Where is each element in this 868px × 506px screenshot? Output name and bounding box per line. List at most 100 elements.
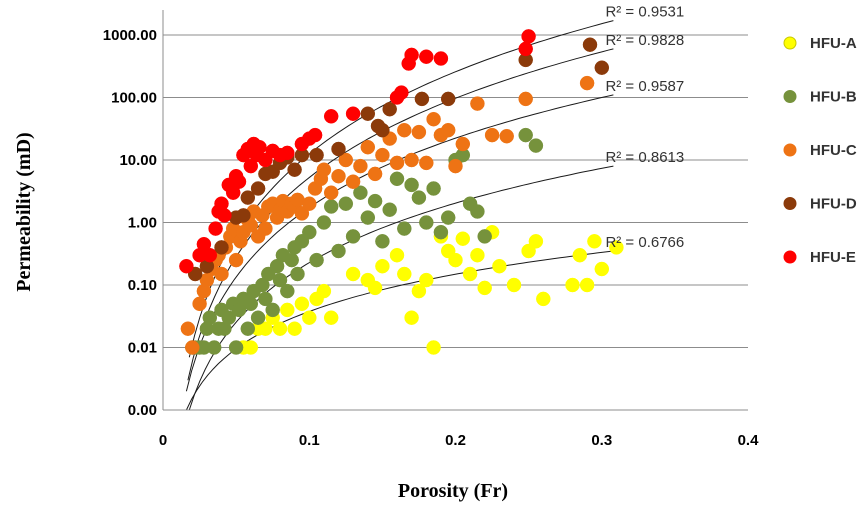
data-point xyxy=(185,340,200,355)
data-point xyxy=(243,340,259,355)
data-point xyxy=(404,177,419,193)
data-point xyxy=(382,101,397,117)
data-point xyxy=(382,202,397,217)
data-point xyxy=(331,141,346,157)
data-point xyxy=(338,152,354,168)
data-point xyxy=(411,190,427,205)
data-point xyxy=(375,122,390,138)
y-tick-label: 1000.00 xyxy=(103,27,157,44)
data-point xyxy=(477,280,492,296)
data-point xyxy=(594,261,610,277)
data-point xyxy=(284,252,299,268)
data-point xyxy=(202,247,218,263)
data-point xyxy=(287,321,302,336)
data-point xyxy=(440,122,456,138)
data-point xyxy=(240,321,256,336)
data-point xyxy=(470,96,485,111)
data-point xyxy=(302,224,317,240)
legend-marker xyxy=(783,197,797,210)
data-point xyxy=(228,252,244,268)
data-point xyxy=(375,234,390,249)
data-point xyxy=(455,231,471,246)
legend: HFU-A HFU-B HFU-C HFU-D HFU-E xyxy=(783,35,857,266)
data-point xyxy=(272,272,288,288)
data-point xyxy=(455,136,471,152)
data-point xyxy=(206,340,222,355)
data-point xyxy=(572,247,588,263)
data-point xyxy=(397,266,412,282)
data-points xyxy=(179,29,624,355)
trendline-r2-label: R² = 0.9828 xyxy=(605,32,684,49)
data-point xyxy=(353,158,368,174)
data-point xyxy=(240,190,256,205)
data-point xyxy=(518,41,533,57)
data-point xyxy=(536,291,551,307)
trendline-labels: R² = 0.9531 R² = 0.9828 R² = 0.9587 R² = 0.… xyxy=(605,4,684,251)
data-point xyxy=(579,75,595,91)
data-point xyxy=(331,168,346,184)
data-point xyxy=(294,296,310,312)
data-point xyxy=(594,60,610,75)
data-point xyxy=(506,277,522,293)
data-point xyxy=(414,91,430,107)
data-point xyxy=(492,258,507,274)
data-point xyxy=(518,127,533,143)
x-tick-label: 0 xyxy=(159,432,167,449)
data-point xyxy=(419,215,434,230)
data-point xyxy=(470,204,485,219)
data-point xyxy=(202,310,218,325)
data-point xyxy=(470,247,485,263)
data-point xyxy=(448,252,463,268)
x-tick-label: 0.2 xyxy=(445,432,466,449)
y-tick-label: 0.00 xyxy=(128,402,157,419)
legend-label: HFU-E xyxy=(810,249,856,266)
data-point xyxy=(433,51,449,66)
data-point xyxy=(360,106,376,121)
data-point xyxy=(309,252,324,268)
data-point xyxy=(316,162,332,177)
y-tick-label: 0.01 xyxy=(128,340,157,357)
data-point xyxy=(579,277,595,293)
data-point xyxy=(250,181,266,196)
data-point xyxy=(250,310,266,325)
data-point xyxy=(316,215,332,230)
data-point xyxy=(280,302,295,318)
data-point xyxy=(565,277,580,293)
data-point xyxy=(208,221,223,236)
data-point xyxy=(360,210,376,225)
trendline-r2-label: R² = 0.9531 xyxy=(605,4,684,21)
data-point xyxy=(440,91,456,107)
data-point xyxy=(528,234,544,249)
data-point xyxy=(426,340,441,355)
data-point xyxy=(179,258,194,274)
data-point xyxy=(302,196,317,211)
data-point xyxy=(426,111,441,127)
data-point xyxy=(389,155,405,171)
data-point xyxy=(323,185,339,200)
data-point xyxy=(582,37,598,52)
data-point xyxy=(294,206,310,221)
data-point xyxy=(338,196,354,211)
data-point xyxy=(307,127,323,143)
data-point xyxy=(228,340,244,355)
trendline-r2-label: R² = 0.6766 xyxy=(605,234,684,251)
y-tick-label: 0.10 xyxy=(128,277,157,294)
data-point xyxy=(411,283,427,299)
data-point xyxy=(214,266,229,282)
data-point xyxy=(290,266,305,282)
data-point xyxy=(221,310,237,325)
data-point xyxy=(477,229,492,244)
data-point xyxy=(394,85,409,100)
legend-marker xyxy=(783,36,797,50)
data-point xyxy=(252,139,267,155)
data-point xyxy=(440,210,456,225)
x-axis-title: Porosity (Fr) xyxy=(398,480,508,502)
data-point xyxy=(484,127,500,143)
data-point xyxy=(345,174,361,189)
data-point xyxy=(411,124,427,140)
data-point xyxy=(265,302,280,318)
data-point xyxy=(302,310,317,325)
legend-label: HFU-A xyxy=(810,35,857,52)
data-point xyxy=(323,199,339,214)
data-point xyxy=(345,229,361,244)
